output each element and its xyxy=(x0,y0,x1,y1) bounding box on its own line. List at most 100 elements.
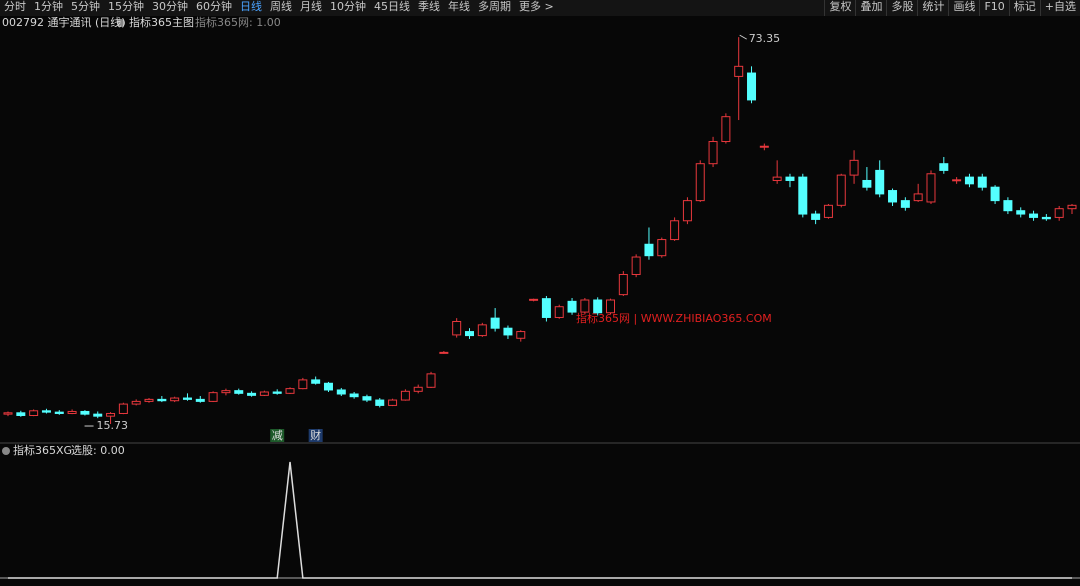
candle-body xyxy=(259,391,269,396)
candle-body xyxy=(234,390,244,394)
candle-body xyxy=(452,320,462,336)
toolbar-button[interactable]: 多周期 xyxy=(478,0,511,13)
candle-body xyxy=(734,65,744,77)
candle-body xyxy=(182,397,192,400)
candle-body xyxy=(157,398,167,402)
candle-body xyxy=(131,400,141,405)
toolbar-button[interactable]: 标记 xyxy=(1008,0,1040,16)
candle-body xyxy=(388,399,398,406)
candle-body xyxy=(516,331,526,339)
candle-body xyxy=(772,176,782,181)
candle-body xyxy=(888,190,898,203)
candle-body xyxy=(926,173,936,203)
candle-body xyxy=(503,327,513,336)
candle-body xyxy=(644,243,654,257)
candle-body xyxy=(195,398,205,402)
candle-body xyxy=(375,399,385,406)
icon xyxy=(2,447,10,455)
toolbar-button[interactable]: 统计 xyxy=(917,0,948,16)
toolbar-button[interactable]: 多股 xyxy=(886,0,917,16)
marker: 减 xyxy=(272,429,283,442)
candle-body xyxy=(118,403,128,414)
candle-body xyxy=(900,200,910,208)
candle-body xyxy=(464,331,474,337)
candle-body xyxy=(490,317,500,329)
candle-body xyxy=(747,72,757,101)
marker-box xyxy=(270,429,285,442)
candle-body xyxy=(541,298,551,318)
candle-body xyxy=(952,179,962,182)
candle-body xyxy=(580,299,590,313)
candle-body xyxy=(80,410,90,415)
candle-body xyxy=(554,306,564,318)
candle-body xyxy=(939,163,949,171)
toolbar-button[interactable]: 季线 xyxy=(418,0,440,13)
candle-body xyxy=(875,169,885,195)
toolbar-button[interactable]: 日线 xyxy=(240,0,262,13)
toolbar-button[interactable]: 画线 xyxy=(948,0,979,16)
toolbar: 分时 1分钟 5分钟 15分钟 30分钟 60分钟 日线 周线 月线 10分钟 45日线 季线 年线 多周… xyxy=(0,0,1080,16)
marker: 财 xyxy=(310,428,321,442)
candle-body xyxy=(311,379,321,384)
toolbar-button[interactable]: 更多 > xyxy=(519,0,554,13)
stock-name: 002792 通宇通讯 (日线) xyxy=(2,15,126,29)
candle-body xyxy=(798,176,808,215)
toolbar-button[interactable]: 叠加 xyxy=(855,0,886,16)
candle-body xyxy=(631,256,641,275)
toolbar-button[interactable]: 45日线 xyxy=(374,0,410,13)
toolbar-button[interactable]: 10分钟 xyxy=(330,0,366,13)
candle-body xyxy=(272,391,282,394)
candle-body xyxy=(336,389,346,395)
candle-body xyxy=(285,388,295,394)
toolbar-button[interactable]: 60分钟 xyxy=(196,0,232,13)
candle-body xyxy=(439,351,449,354)
high-label: 73.35 xyxy=(749,32,781,45)
candle-body xyxy=(67,410,77,414)
candle-body xyxy=(618,273,628,296)
toolbar-button[interactable]: +自选 xyxy=(1039,0,1080,16)
low-label: 15.73 xyxy=(97,419,129,432)
candle-body xyxy=(1041,216,1051,220)
toolbar-button[interactable]: 1分钟 xyxy=(34,0,63,13)
candle-body xyxy=(836,174,846,206)
candle-body xyxy=(913,193,923,202)
candle-body xyxy=(362,396,372,401)
icon xyxy=(117,19,125,27)
arrow xyxy=(739,34,747,40)
candle-body xyxy=(106,412,116,417)
candle-body xyxy=(529,298,539,301)
candle-body xyxy=(426,373,436,388)
candle-body xyxy=(413,386,423,392)
candle-body xyxy=(823,204,833,218)
candle-body xyxy=(298,379,308,390)
candle-body xyxy=(1067,204,1077,210)
toolbar-button[interactable]: 月线 xyxy=(300,0,322,13)
candle-body xyxy=(323,382,333,391)
candle-body xyxy=(657,239,667,257)
candle-body xyxy=(93,413,103,417)
toolbar-button[interactable]: 分时 xyxy=(4,0,26,13)
candle-body xyxy=(16,412,26,416)
toolbar-button[interactable]: F10 xyxy=(979,0,1008,16)
candle-body xyxy=(208,392,218,402)
candle-body xyxy=(221,390,231,394)
candle-body xyxy=(349,393,359,398)
toolbar-button[interactable]: 周线 xyxy=(270,0,292,13)
candle-body xyxy=(1029,213,1039,218)
candle-body xyxy=(247,392,257,396)
candle-body xyxy=(811,213,821,220)
toolbar-button[interactable]: 年线 xyxy=(448,0,470,13)
candle-body xyxy=(477,324,487,337)
candle-body xyxy=(170,397,180,402)
candle-body xyxy=(606,299,616,314)
candle-body xyxy=(593,299,603,314)
toolbar-button[interactable]: 15分钟 xyxy=(108,0,144,13)
toolbar-button[interactable]: 30分钟 xyxy=(152,0,188,13)
candle-body xyxy=(567,300,577,313)
toolbar-button[interactable]: 5分钟 xyxy=(71,0,100,13)
candle-body xyxy=(708,141,718,165)
indicator-name: 指标365主图 xyxy=(129,15,194,29)
toolbar-button[interactable]: 复权 xyxy=(824,0,855,16)
candle-body xyxy=(54,411,64,414)
